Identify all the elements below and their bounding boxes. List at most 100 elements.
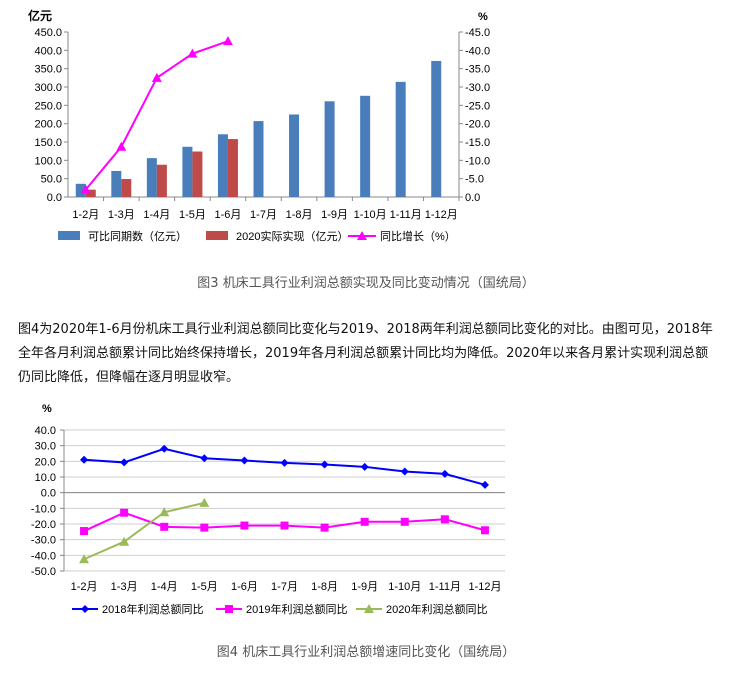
y-right-tick-label: -10.0 <box>465 155 490 167</box>
y-tick-label: 10.0 <box>35 472 56 484</box>
series-2020-line <box>83 501 205 561</box>
legend-swatch <box>206 231 228 240</box>
y-tick-label: -20.0 <box>31 519 56 531</box>
y-left-unit: 亿元 <box>28 8 52 23</box>
y-right-tick-label: -20.0 <box>465 119 490 131</box>
x-tick-label: 1-12月 <box>468 581 501 593</box>
y-left-tick-label: 250.0 <box>34 100 62 112</box>
series-2020-point <box>79 554 90 564</box>
x-tick-label: 1-3月 <box>108 209 135 221</box>
bar-comparable <box>217 134 228 197</box>
y-tick-label: -10.0 <box>31 503 56 515</box>
y-tick-label: 30.0 <box>35 441 56 453</box>
y-left-tick-label: 450.0 <box>34 27 62 39</box>
series-2019-point <box>360 517 369 526</box>
legend-label: 2020实际实现（亿元） <box>236 229 348 243</box>
x-tick-label: 1-12月 <box>425 209 458 221</box>
y-tick-label: 20.0 <box>35 456 56 468</box>
bar-2020-actual <box>121 179 132 197</box>
legend-label: 2019年利润总额同比 <box>246 602 347 616</box>
legend-label: 同比增长（%） <box>380 229 456 243</box>
series-2018-point <box>280 458 289 467</box>
y-left-tick-label: 100.0 <box>34 155 62 167</box>
x-tick-label: 1-5月 <box>179 209 206 221</box>
legend-swatch <box>58 231 80 240</box>
bar-comparable <box>75 183 86 197</box>
x-tick-label: 1-9月 <box>351 581 378 593</box>
bar-comparable <box>431 60 442 197</box>
x-tick-label: 1-11月 <box>390 209 422 221</box>
series-2019-point <box>120 508 129 517</box>
growth-point <box>222 36 233 46</box>
legend-label: 2018年利润总额同比 <box>102 602 203 616</box>
y-tick-label: 40.0 <box>35 425 56 437</box>
bar-comparable <box>111 170 122 197</box>
legend-label: 可比同期数（亿元） <box>88 230 187 243</box>
x-tick-label: 1-7月 <box>250 209 277 221</box>
bar-comparable <box>146 158 157 197</box>
y-left-tick-label: 300.0 <box>34 82 62 94</box>
series-2019-point <box>280 521 289 530</box>
series-2018-point <box>360 462 369 471</box>
bar-2020-actual <box>227 139 238 197</box>
y-tick-label: 0.0 <box>41 488 56 500</box>
bar-2020-actual <box>156 164 167 197</box>
x-tick-label: 1-6月 <box>215 209 242 221</box>
series-2019-point <box>80 527 89 536</box>
growth-point <box>151 72 162 82</box>
x-tick-label: 1-2月 <box>71 581 98 593</box>
growth-rate-line-chart: % 40.0 30.0 20.0 10.0 0.0 -10.0 -20.0 -30.0 -40.0… <box>31 403 505 616</box>
series-2019-point <box>440 515 449 524</box>
x-tick-label: 1-2月 <box>72 209 99 221</box>
series-2018-point <box>80 455 89 464</box>
series-2020-point <box>199 497 210 507</box>
figure3-caption: 图3 机床工具行业利润总额实现及同比变动情况（国统局） <box>197 276 535 291</box>
y-right-unit: % <box>478 11 488 23</box>
body-paragraph: 图4为2020年1-6月份机床工具行业利润总额同比变化与2019、2018两年利… <box>18 322 713 385</box>
series-2019-point <box>200 523 209 532</box>
series-2019-point <box>320 523 329 532</box>
x-tick-label: 1-9月 <box>321 209 348 221</box>
series-2018-point <box>440 469 449 478</box>
y-left-tick-label: 0.0 <box>47 192 62 204</box>
y-right-tick-label: -15.0 <box>465 137 490 149</box>
y-left-tick-label: 150.0 <box>34 137 62 149</box>
y-right-tick-label: -25.0 <box>465 100 490 112</box>
y-unit: % <box>42 403 52 415</box>
y-right-tick-label: 0.0 <box>465 192 480 204</box>
series-2018-point <box>320 460 329 469</box>
bar-2020-actual <box>192 151 203 197</box>
y-left-tick-label: 400.0 <box>34 45 62 57</box>
figure4-caption: 图4 机床工具行业利润总额增速同比变化（国统局） <box>216 645 516 660</box>
bar-comparable <box>289 114 300 197</box>
series-2020-point <box>119 536 130 546</box>
y-left-tick-label: 50.0 <box>41 174 62 186</box>
y-right-tick-label: -30.0 <box>465 82 490 94</box>
growth-point <box>187 48 198 58</box>
x-tick-label: 1-5月 <box>191 581 218 593</box>
x-tick-label: 1-10月 <box>354 209 387 221</box>
legend-marker <box>81 605 89 613</box>
x-tick-label: 1-8月 <box>286 209 313 221</box>
y-tick-label: -30.0 <box>31 535 56 547</box>
bar-comparable <box>360 95 371 197</box>
x-tick-label: 1-6月 <box>231 581 258 593</box>
profit-bar-line-chart: 亿元 % 0.0 50.0 100.0 150.0 200.0 250.0 300.0 350.0… <box>28 8 490 243</box>
series-2019-point <box>240 521 249 530</box>
legend-marker <box>364 604 374 613</box>
series-2018-point <box>200 454 209 463</box>
x-tick-label: 1-10月 <box>388 581 421 593</box>
series-2018-point <box>240 456 249 465</box>
series-2018-point <box>400 467 409 476</box>
series-2020-point <box>159 507 170 517</box>
bar-2020-actual <box>85 189 96 197</box>
series-2019-point <box>480 526 489 535</box>
y-right-tick-label: -5.0 <box>465 174 484 186</box>
series-2018-point <box>160 444 169 453</box>
y-left-tick-label: 350.0 <box>34 64 62 76</box>
legend-marker <box>357 231 367 240</box>
y-left-tick-label: 200.0 <box>34 119 62 131</box>
y-right-tick-label: -40.0 <box>465 45 490 57</box>
x-tick-label: 1-3月 <box>111 581 138 593</box>
y-right-tick-label: -35.0 <box>465 64 490 76</box>
